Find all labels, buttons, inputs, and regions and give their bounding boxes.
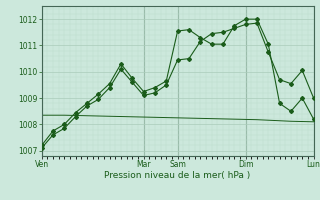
X-axis label: Pression niveau de la mer( hPa ): Pression niveau de la mer( hPa ) — [104, 171, 251, 180]
